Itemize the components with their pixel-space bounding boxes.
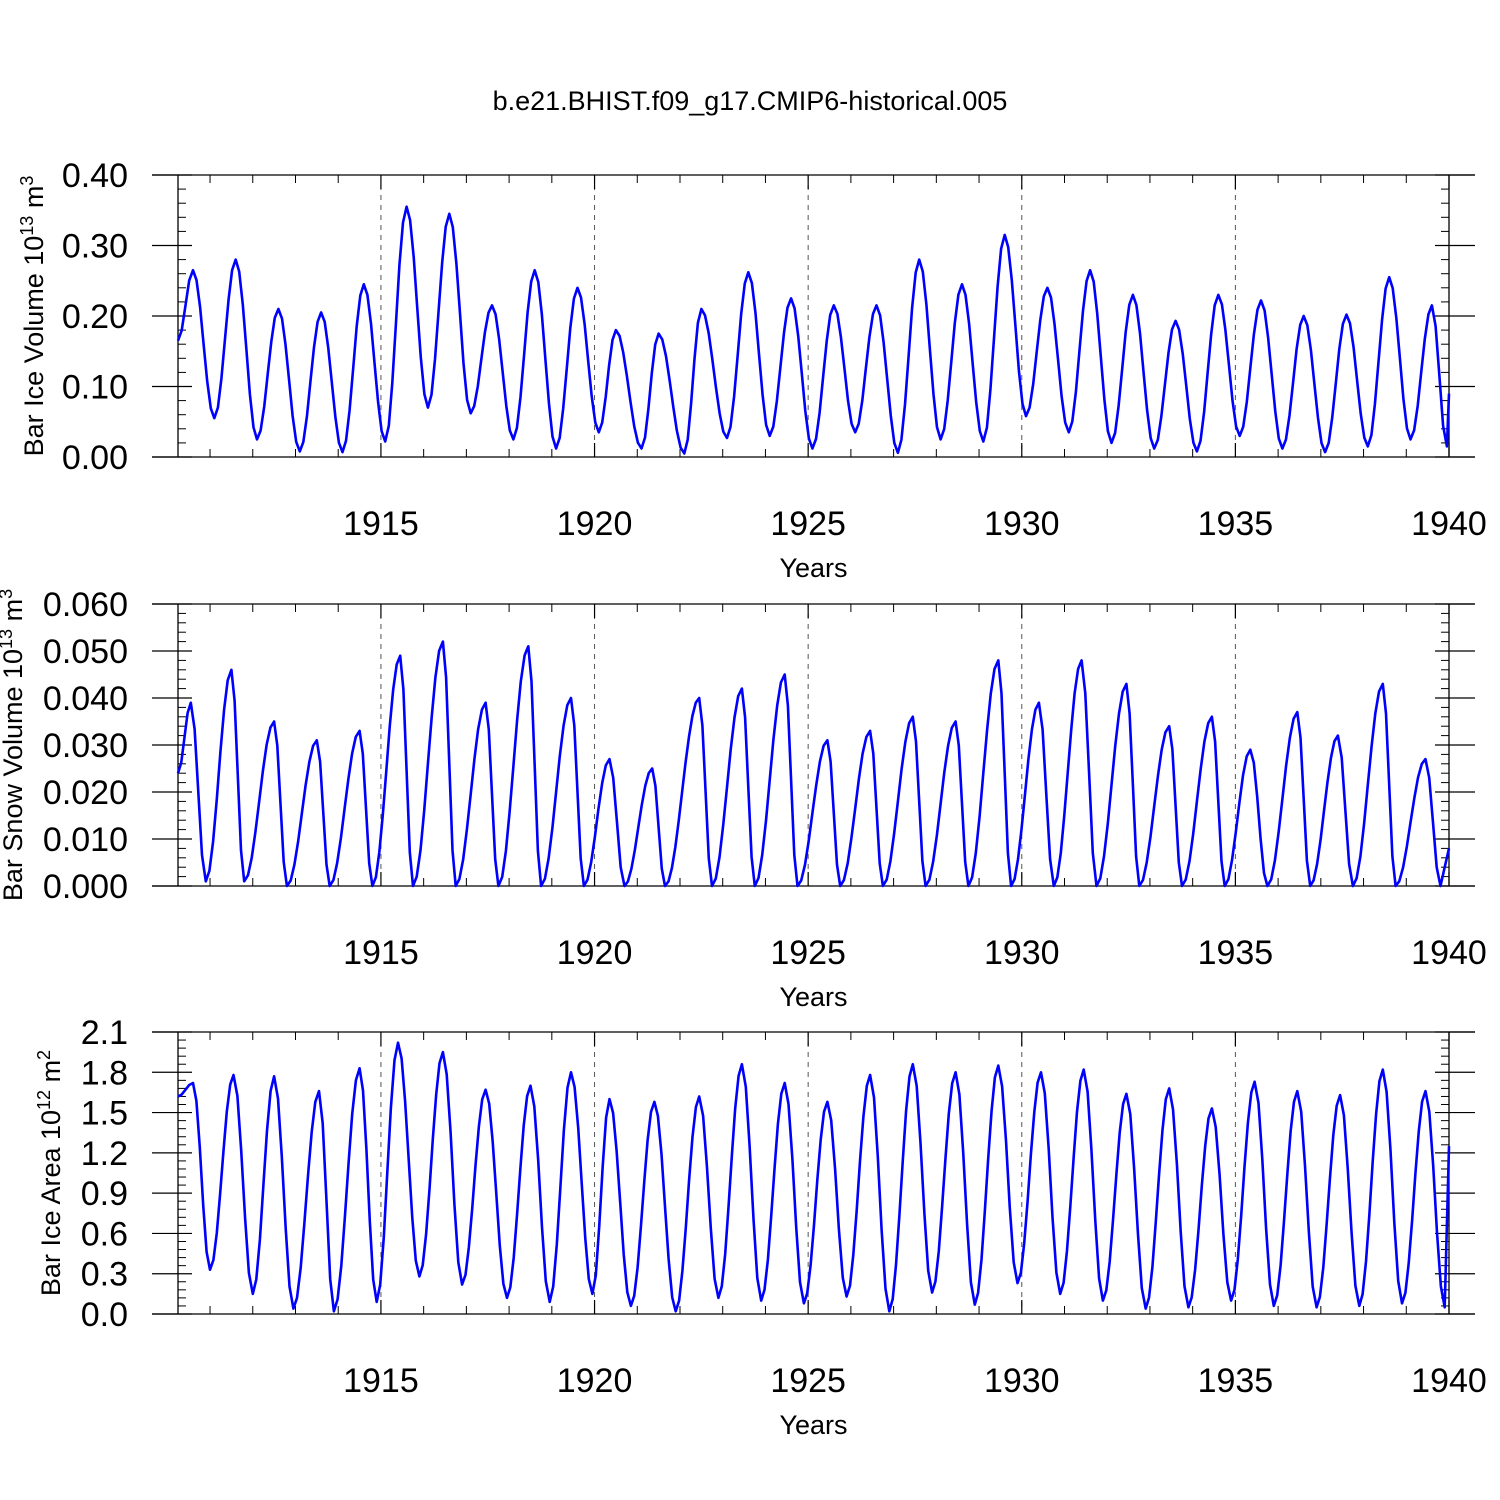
y-tick-label: 0.040 [43, 680, 128, 718]
y-tick-label: 0.010 [43, 821, 128, 859]
x-tick-label: 1940 [1411, 1362, 1487, 1400]
bar-ice-volume-panel: 0.00 0.10 0.20 0.30 0.40 1915 1920 1925 1930 1935… [17, 157, 1487, 583]
y-tick-label: 1.5 [81, 1095, 128, 1133]
x-tick-label: 1920 [557, 934, 633, 972]
x-tick-label: 1940 [1411, 934, 1487, 972]
x-tick-label: 1920 [557, 1362, 633, 1400]
x-tick-label: 1920 [557, 505, 633, 543]
y-tick-label: 1.8 [81, 1054, 128, 1092]
x-tick-label: 1940 [1411, 505, 1487, 543]
x-axis-title: Years [779, 982, 847, 1012]
y-tick-label: 0.9 [81, 1175, 128, 1213]
y-axis-title: Bar Ice Volume 1013 m3 [17, 176, 49, 457]
y-tick-label: 0.050 [43, 633, 128, 671]
x-tick-label: 1930 [984, 934, 1060, 972]
x-tick-label: 1915 [343, 505, 419, 543]
x-tick-label: 1915 [343, 934, 419, 972]
y-tick-label: 0.060 [43, 586, 128, 624]
x-axis-title: Years [779, 553, 847, 583]
bar-snow-volume-panel: 0.000 0.010 0.020 0.030 0.040 0.050 0.060 1915 1… [0, 586, 1487, 1012]
bar-ice-area-line [177, 1041, 1451, 1313]
x-tick-label: 1925 [770, 934, 846, 972]
y-tick-label: 0.10 [62, 369, 128, 407]
y-tick-label: 0.00 [62, 439, 128, 477]
y-axis-title: Bar Snow Volume 1013 m3 [0, 589, 28, 901]
y-tick-label: 2.1 [81, 1014, 128, 1052]
y-tick-label: 0.20 [62, 298, 128, 336]
y-tick-label: 0.030 [43, 727, 128, 765]
x-tick-label: 1925 [770, 1362, 846, 1400]
y-tick-label: 1.2 [81, 1135, 128, 1173]
bar-snow-volume-line [176, 640, 1451, 888]
x-axis-title: Years [779, 1410, 847, 1440]
figure-title: b.e21.BHIST.f09_g17.CMIP6-historical.005 [493, 86, 1008, 116]
x-tick-label: 1930 [984, 1362, 1060, 1400]
y-tick-label: 0.0 [81, 1296, 128, 1334]
y-axis-title: Bar Ice Area 1012 m2 [34, 1050, 66, 1296]
x-tick-label: 1935 [1198, 505, 1274, 543]
x-tick-label: 1925 [770, 505, 846, 543]
x-tick-label: 1930 [984, 505, 1060, 543]
bar-ice-volume-line [176, 205, 1451, 455]
y-tick-label: 0.020 [43, 774, 128, 812]
y-tick-label: 0.6 [81, 1215, 128, 1253]
y-tick-label: 0.40 [62, 157, 128, 195]
x-tick-label: 1935 [1198, 1362, 1274, 1400]
x-tick-label: 1935 [1198, 934, 1274, 972]
bar-ice-area-panel: 0.00.30.60.91.21.51.82.1 1915 1920 1925 1930… [34, 1014, 1487, 1440]
y-tick-label: 0.000 [43, 868, 128, 906]
y-tick-label: 0.3 [81, 1256, 128, 1294]
y-tick-label: 0.30 [62, 228, 128, 266]
x-tick-label: 1915 [343, 1362, 419, 1400]
